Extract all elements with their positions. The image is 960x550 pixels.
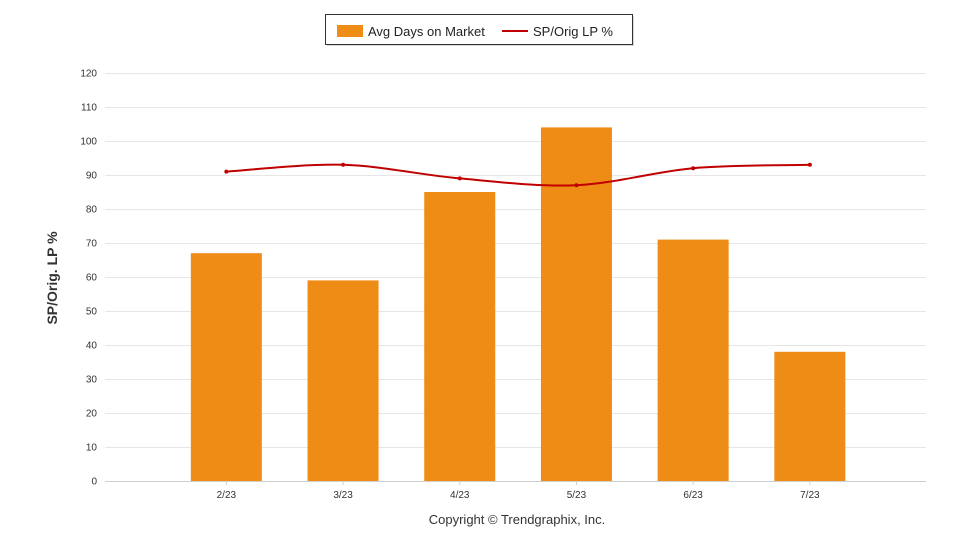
- x-tick-label: 7/23: [800, 490, 820, 501]
- y-tick-label: 110: [81, 103, 97, 114]
- bar: [307, 280, 379, 481]
- x-tick-label: 6/23: [683, 490, 703, 501]
- y-tick-label: 70: [86, 239, 98, 250]
- y-tick-label: 20: [86, 409, 98, 420]
- x-tick-label: 4/23: [450, 490, 470, 501]
- x-tick-label: 2/23: [217, 490, 237, 501]
- y-tick-labels: 0 10 20 30 40 50 60 70 80 90 100 110 120: [80, 69, 97, 488]
- y-axis-title: SP/Orig. LP %: [44, 231, 60, 325]
- line-point: [574, 183, 579, 188]
- legend-bar-label: Avg Days on Market: [368, 24, 485, 39]
- x-tick-label: 5/23: [567, 490, 587, 501]
- y-tick-label: 40: [86, 341, 98, 352]
- copyright-credit: Copyright © Trendgraphix, Inc.: [429, 512, 606, 527]
- y-tick-label: 50: [86, 307, 98, 318]
- bar: [657, 239, 729, 481]
- y-tick-label: 60: [86, 273, 98, 284]
- y-tick-label: 30: [86, 375, 98, 386]
- y-tick-label: 0: [91, 477, 97, 488]
- y-tick-label: 100: [80, 137, 97, 148]
- y-tick-label: 90: [86, 171, 98, 182]
- bar: [774, 351, 846, 481]
- legend: Avg Days on Market SP/Orig LP %: [325, 14, 634, 46]
- line-series: [224, 162, 812, 188]
- legend-bar-swatch: [337, 25, 363, 37]
- x-tick-labels: 2/23 3/23 4/23 5/23 6/23 7/23: [217, 481, 820, 501]
- line-point: [807, 162, 812, 167]
- bar: [540, 127, 612, 482]
- bar: [190, 253, 262, 481]
- line-path: [226, 163, 810, 187]
- line-point: [224, 169, 229, 174]
- x-tick-label: 3/23: [333, 490, 353, 501]
- line-point: [341, 162, 346, 167]
- line-point: [457, 176, 462, 181]
- line-point: [691, 166, 696, 171]
- legend-box: [325, 14, 633, 45]
- y-tick-label: 10: [86, 443, 98, 454]
- bars: [190, 127, 846, 482]
- y-tick-label: 80: [86, 205, 98, 216]
- bar: [424, 192, 496, 481]
- legend-line-label: SP/Orig LP %: [533, 24, 613, 39]
- y-tick-label: 120: [80, 69, 97, 80]
